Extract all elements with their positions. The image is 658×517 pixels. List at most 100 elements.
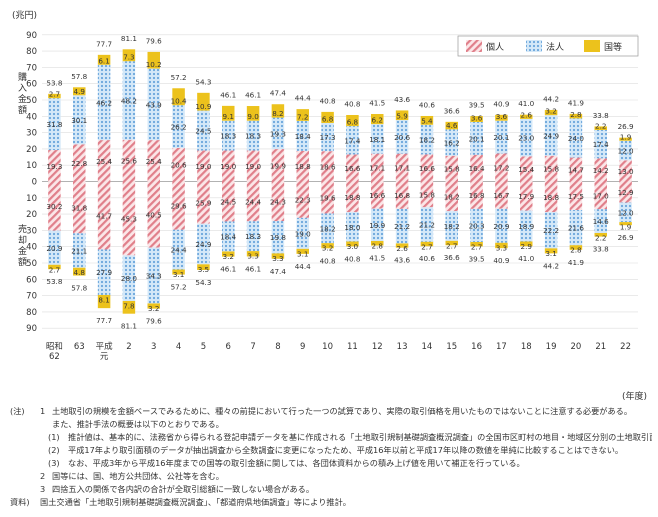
value-label-purchase-hojin: 18.3 xyxy=(220,132,236,141)
y-tick-label: 50 xyxy=(26,96,37,106)
bar-sale-kojin xyxy=(48,181,61,231)
bar-sale-kunito xyxy=(321,243,334,249)
value-label-purchase-kunito: 10.4 xyxy=(171,97,187,106)
bar-purchase-hojin xyxy=(346,126,359,155)
value-label-purchase-total: 26.9 xyxy=(618,122,634,131)
value-label-purchase-kojin: 14.7 xyxy=(568,166,584,175)
value-label-purchase-kojin: 15.4 xyxy=(518,165,534,174)
bar-purchase-kojin xyxy=(296,150,309,182)
value-label-sale-kunito: 3.1 xyxy=(173,270,184,279)
y-tick-label: 20 xyxy=(26,210,37,220)
value-label-sale-hojin: 19.9 xyxy=(369,221,385,230)
bar-sale-kojin xyxy=(520,181,533,211)
value-label-sale-kojin: 17.9 xyxy=(518,192,534,201)
value-label-purchase-hojin: 23.0 xyxy=(518,134,534,143)
x-tick-label: 2 xyxy=(126,342,131,352)
value-label-sale-kunito: 2.7 xyxy=(446,241,457,250)
value-label-sale-total: 47.4 xyxy=(270,267,286,276)
value-label-sale-kunito: 3.5 xyxy=(198,265,209,274)
value-label-purchase-kojin: 16.4 xyxy=(469,164,485,173)
bar-purchase-hojin xyxy=(544,115,558,156)
value-label-purchase-hojin: 48.2 xyxy=(121,96,137,105)
value-label-purchase-kojin: 15.8 xyxy=(543,165,559,174)
legend: 個人 法人 国等 xyxy=(457,35,639,57)
note-row: 2 国等には、国、地方公共団体、公社等を含む。 xyxy=(10,470,652,483)
bar-sale-kojin xyxy=(97,181,111,250)
value-label-sale-hojin: 27.9 xyxy=(96,268,112,277)
value-label-purchase-total: 40.6 xyxy=(419,100,435,109)
bar-purchase-kunito xyxy=(321,111,334,123)
value-label-sale-total: 46.1 xyxy=(220,265,236,274)
value-label-sale-kojin: 24.3 xyxy=(270,197,286,206)
value-label-sale-total: 44.4 xyxy=(295,262,311,271)
value-label-purchase-hojin: 12.0 xyxy=(618,147,634,156)
bar-sale-hojin xyxy=(371,208,384,241)
bar-sale-hojin xyxy=(48,230,61,265)
bar-sale-kunito xyxy=(197,264,210,271)
bar-purchase-kojin xyxy=(594,158,607,182)
value-label-sale-kojin: 29.6 xyxy=(171,202,187,211)
land-transaction-chart: (兆円) (年度) 購入金額 売却金額 90807060504030201001… xyxy=(12,10,647,400)
value-label-sale-kojin: 16.6 xyxy=(369,191,385,200)
bar-sale-hojin xyxy=(122,255,136,301)
value-label-sale-total: 41.5 xyxy=(369,254,385,263)
y-tick-label: 70 xyxy=(26,63,37,73)
value-label-purchase-kunito: 2.2 xyxy=(595,121,606,130)
note-label: 資料) xyxy=(10,497,30,507)
bars xyxy=(48,49,632,314)
bar-purchase-hojin xyxy=(395,120,409,154)
grid xyxy=(42,34,638,329)
value-label-sale-total: 26.9 xyxy=(618,233,634,242)
bar-purchase-kojin xyxy=(569,157,583,182)
value-label-sale-kunito: 3.2 xyxy=(148,304,159,313)
bar-sale-hojin xyxy=(346,212,359,242)
y-tick-label: 40 xyxy=(26,243,37,253)
bar-sale-kojin xyxy=(246,181,260,222)
value-label-purchase-hojin: 19.3 xyxy=(270,129,286,138)
note-number: (1) xyxy=(48,432,60,442)
bar-purchase-kojin xyxy=(97,140,111,182)
value-label-sale-kunito: 2.8 xyxy=(372,241,384,250)
bar-purchase-kojin xyxy=(520,156,533,182)
bar-purchase-kunito xyxy=(246,106,260,121)
bar-purchase-kojin xyxy=(544,155,558,182)
bar-purchase-kunito xyxy=(420,115,434,125)
bar-sale-kojin xyxy=(470,181,483,209)
value-label-sale-hojin: 22.2 xyxy=(543,226,559,235)
value-label-purchase-kunito: 3.6 xyxy=(471,114,483,123)
value-label-sale-hojin: 18.4 xyxy=(220,232,236,241)
value-label-purchase-hojin: 20.1 xyxy=(493,133,509,142)
bar-purchase-kojin xyxy=(197,150,210,182)
x-tick-label: 元 xyxy=(100,352,109,362)
value-label-purchase-kunito: 2.7 xyxy=(49,90,60,99)
bottom-panel-label: 売却金額 xyxy=(18,223,27,268)
value-label-purchase-hojin: 31.8 xyxy=(46,120,62,129)
top-panel-label: 購入金額 xyxy=(18,71,27,116)
bar-sale-hojin xyxy=(296,217,309,249)
y-tick-label: 40 xyxy=(26,112,37,122)
bar-sale-kunito xyxy=(619,222,632,226)
note-text: なお、平成3年から平成16年度までの国等の取引金額に関しては、各団体資料からの積… xyxy=(68,458,525,468)
x-tick-label: 11 xyxy=(347,342,358,352)
bar-sale-kojin xyxy=(544,181,558,213)
y-tick-label: 50 xyxy=(26,259,37,269)
value-label-sale-total: 40.6 xyxy=(419,254,435,263)
value-label-purchase-hojin: 30.1 xyxy=(71,116,87,125)
x-tick-label: 19 xyxy=(546,342,557,352)
value-label-purchase-kojin: 13.0 xyxy=(618,167,634,176)
value-label-sale-kojin: 16.8 xyxy=(394,191,410,200)
value-label-sale-kunito: 7.8 xyxy=(123,301,135,310)
note-label: (注) xyxy=(10,406,25,416)
value-label-sale-kojin: 24.5 xyxy=(220,197,236,206)
value-label-purchase-kojin: 15.8 xyxy=(444,165,460,174)
value-label-purchase-kunito: 4.6 xyxy=(446,121,458,130)
value-label-sale-kojin: 15.8 xyxy=(419,190,435,199)
value-label-sale-kunito: 3.3 xyxy=(272,254,283,263)
bar-sale-kunito xyxy=(346,241,359,247)
bar-sale-kunito xyxy=(172,269,185,275)
bar-purchase-kunito xyxy=(346,114,359,127)
y-tick-label: 90 xyxy=(26,324,37,334)
note-text: 土地取引の規模を金額ベースでみるために、種々の前提において行った一つの試算であり… xyxy=(52,406,633,416)
bar-sale-hojin xyxy=(470,208,483,242)
